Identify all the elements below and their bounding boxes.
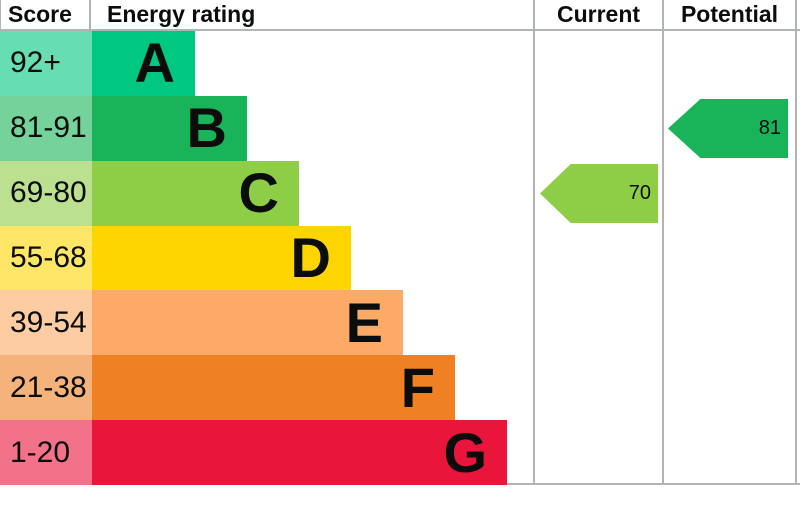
chart-header: Score Energy rating Current Potential [0,0,800,31]
current-rating-marker: 70 [540,163,658,223]
current-column-divider [533,0,535,485]
band-bar-a: A [92,31,195,96]
score-range-e: 39-54 [0,290,92,356]
band-bar-b: B [92,95,247,161]
band-row-b: 81-91 B [0,95,535,161]
band-bar-d: D [92,225,351,291]
epc-energy-rating-chart: Score Energy rating Current Potential 92… [0,0,800,486]
score-range-c: 69-80 [0,160,92,226]
band-row-a: 92+ A [0,31,535,96]
band-row-f: 21-38 F [0,355,535,421]
score-range-g: 1-20 [0,420,92,486]
potential-rating-marker: 81 [668,98,788,158]
score-column-header: Score [0,0,91,29]
chart-right-border [795,0,797,485]
potential-column-divider [662,0,664,485]
band-row-d: 55-68 D [0,225,535,291]
band-bar-c: C [92,160,299,226]
score-range-b: 81-91 [0,95,92,161]
energy-rating-column-header: Energy rating [107,1,256,27]
current-left-arrow-icon [540,163,658,223]
band-row-e: 39-54 E [0,290,535,356]
band-bar-f: F [92,355,455,421]
current-rating-value: 70 [628,181,651,204]
band-bar-e: E [92,290,403,356]
score-range-d: 55-68 [0,225,92,291]
potential-left-arrow-icon [668,98,788,158]
band-row-c: 69-80 C [0,160,535,226]
score-range-a: 92+ [0,31,92,96]
band-row-g: 1-20 G [0,420,535,486]
current-column-header: Current [556,1,641,27]
score-range-f: 21-38 [0,355,92,421]
band-bar-g: G [92,420,507,486]
potential-column-header: Potential [680,1,779,27]
potential-rating-value: 81 [758,116,781,139]
rating-bands: 92+ A 81-91 B 69-80 C 55-68 D 39-54 E 21… [0,31,535,486]
